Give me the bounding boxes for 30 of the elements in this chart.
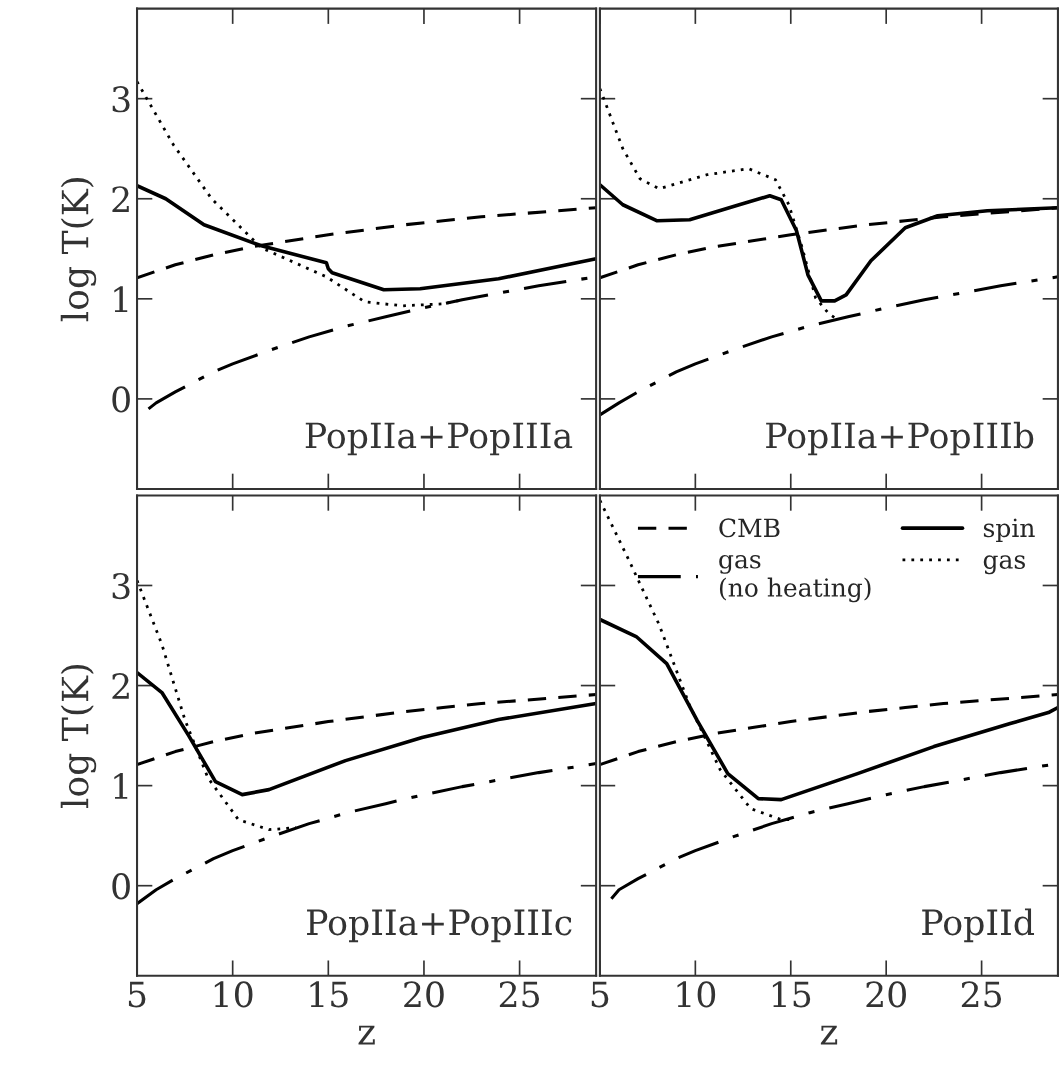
x-tick-label: 25: [499, 981, 540, 1008]
x-tick-label: 10: [214, 981, 253, 1008]
annotation: PopIIa+PopIIIa: [305, 422, 573, 456]
x-tick-label: 10: [677, 981, 716, 1008]
legend-label: spin: [983, 518, 1035, 543]
y-tick-label: 0: [112, 873, 130, 900]
annotation: PopIIa+PopIIIb: [766, 421, 1034, 456]
y-tick-label: 2: [112, 672, 129, 699]
y-tick-label: 3: [112, 572, 130, 600]
legend-label: gas: [983, 555, 1025, 575]
y-tick-label: 1: [114, 286, 128, 313]
y-tick-label: 1: [114, 773, 128, 799]
annotation: PopIId: [922, 908, 1035, 943]
x-tick-label: 20: [404, 981, 444, 1008]
y-axis-title: log T(K): [60, 178, 97, 322]
x-axis-title: z: [820, 1025, 838, 1045]
x-tick-label: 25: [961, 981, 1002, 1008]
legend-label: gas (no heating): [719, 554, 871, 603]
x-tick-label: 15: [310, 981, 348, 1008]
x-tick-label: 5: [591, 981, 609, 1008]
annotation: PopIIa+PopIIIc: [307, 909, 572, 943]
y-tick-label: 2: [112, 186, 129, 212]
y-tick-label: 3: [112, 86, 130, 113]
legend-label: CMB: [719, 518, 780, 538]
x-tick-label: 5: [128, 981, 146, 1008]
y-axis-title: log T(K): [60, 664, 97, 809]
x-axis-title: z: [358, 1025, 375, 1045]
y-tick-label: 0: [112, 386, 130, 413]
x-tick-label: 15: [772, 981, 811, 1008]
x-tick-label: 20: [866, 981, 906, 1008]
